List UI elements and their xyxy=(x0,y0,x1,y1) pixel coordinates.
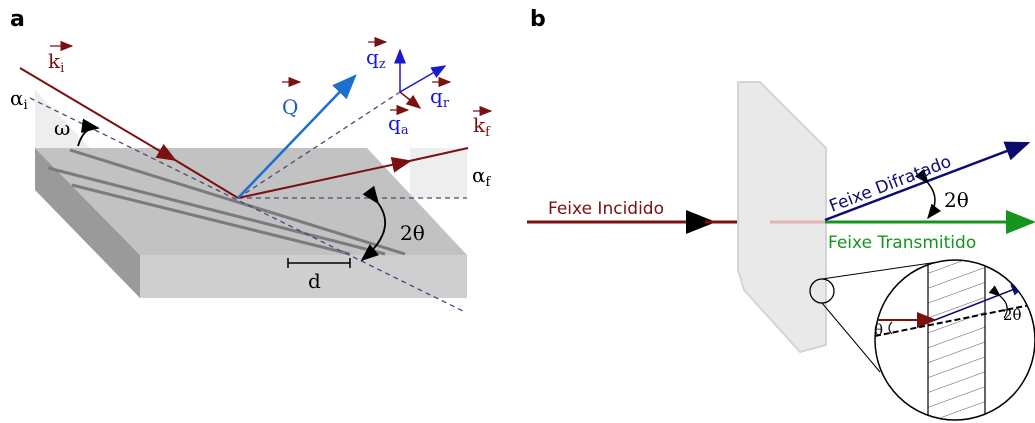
k-i-label: ki xyxy=(48,49,64,76)
two-theta-label: 2θ xyxy=(944,188,969,212)
d-label: d xyxy=(308,269,321,293)
two-theta-arc xyxy=(928,183,935,218)
inset-theta-label: θ xyxy=(874,321,883,339)
qa-axis xyxy=(400,92,420,108)
q-label: Q xyxy=(282,95,298,119)
qr-label: qr xyxy=(430,84,450,111)
qa-label: qa xyxy=(388,111,409,138)
diffracted-beam xyxy=(825,143,1028,220)
alpha-f-label: αf xyxy=(472,163,492,190)
inset-two-theta-label: 2θ xyxy=(1003,306,1022,324)
incident-label: Feixe Incidido xyxy=(548,199,664,219)
panel-label: b xyxy=(530,7,546,32)
vector-arrows xyxy=(50,42,491,111)
sample-plate xyxy=(738,82,826,352)
diffracted-label: Feixe Difratado xyxy=(827,152,955,217)
panel-a: a ki αi ω Q qz qr qa kf αf 2θ d xyxy=(10,7,492,312)
zoom-line xyxy=(822,303,880,372)
qz-label: qz xyxy=(366,45,386,72)
omega-label: ω xyxy=(54,116,70,140)
two-theta-label: 2θ xyxy=(400,221,425,245)
alpha-i-label: αi xyxy=(10,86,28,113)
k-f-label: kf xyxy=(473,113,491,140)
slab-front xyxy=(140,255,467,298)
transmitted-label: Feixe Transmitido xyxy=(828,233,976,253)
panel-b: b Feixe Incidido Feixe Difratado 2θ Feix… xyxy=(527,7,1035,423)
figure: a ki αi ω Q qz qr qa kf αf 2θ d b xyxy=(0,0,1035,423)
panel-label: a xyxy=(10,7,25,32)
